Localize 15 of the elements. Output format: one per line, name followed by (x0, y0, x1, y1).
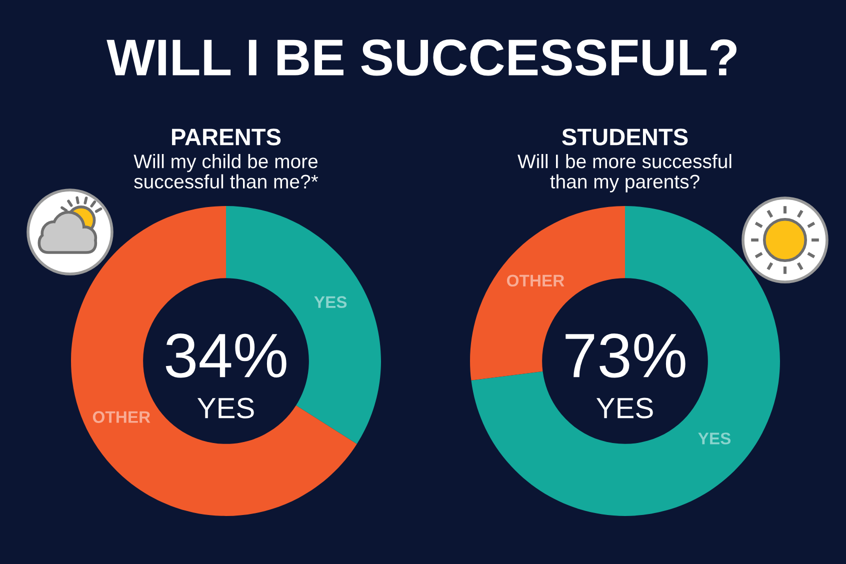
text: 73% (566, 334, 686, 378)
chart-subtitle: Will I be more successful than my parents? (518, 154, 732, 192)
text: 34% (166, 334, 286, 378)
text: YES (596, 398, 653, 418)
donut-slice (471, 206, 780, 516)
chart-subtitle: Will my child be more successful than me?* (134, 154, 318, 189)
chart-title: PARENTS (172, 128, 281, 146)
slice-label: OTHER (506, 274, 564, 287)
donut-slice (71, 206, 357, 516)
text: YES (197, 398, 254, 418)
slice-label: YES (314, 296, 347, 308)
slice-label: OTHER (92, 411, 150, 423)
chart-title: STUDENTS (562, 128, 688, 146)
text: WILL I BE SUCCESSFUL? (106, 39, 736, 76)
slice-label: YES (698, 432, 731, 444)
